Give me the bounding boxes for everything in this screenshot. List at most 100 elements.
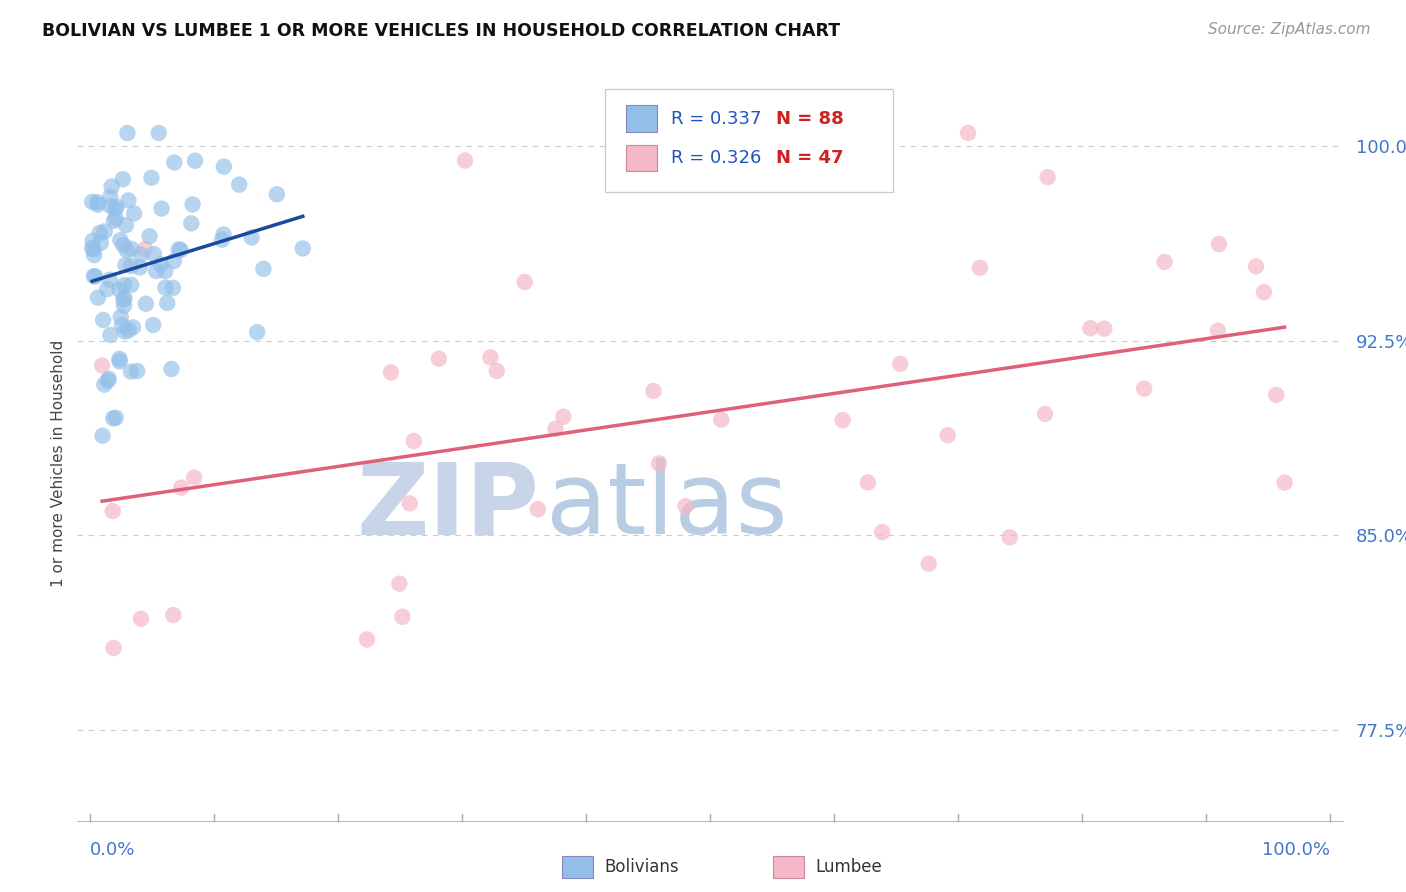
Point bbox=[212, 160, 235, 174]
Point bbox=[114, 291, 136, 305]
Point bbox=[1033, 407, 1056, 421]
Point bbox=[162, 608, 184, 623]
Point bbox=[479, 351, 502, 365]
Point bbox=[98, 273, 121, 287]
Point bbox=[114, 258, 136, 272]
Point bbox=[127, 364, 149, 378]
Point bbox=[1206, 324, 1229, 338]
Text: BOLIVIAN VS LUMBEE 1 OR MORE VEHICLES IN HOUSEHOLD CORRELATION CHART: BOLIVIAN VS LUMBEE 1 OR MORE VEHICLES IN… bbox=[42, 22, 841, 40]
Point bbox=[98, 190, 121, 204]
Point bbox=[104, 211, 127, 226]
Point bbox=[153, 264, 176, 278]
Point bbox=[485, 364, 508, 378]
Y-axis label: 1 or more Vehicles in Household: 1 or more Vehicles in Household bbox=[51, 340, 66, 588]
Point bbox=[675, 499, 697, 513]
Point bbox=[252, 261, 274, 276]
Point bbox=[82, 234, 104, 248]
Point bbox=[114, 325, 136, 339]
Point bbox=[1274, 475, 1296, 490]
Point bbox=[160, 362, 183, 376]
Point bbox=[402, 434, 425, 448]
Point bbox=[120, 277, 142, 292]
Point bbox=[162, 281, 184, 295]
Point bbox=[84, 269, 107, 284]
Point bbox=[1092, 321, 1115, 335]
Point bbox=[98, 328, 121, 343]
Point bbox=[111, 318, 134, 333]
Point bbox=[527, 502, 550, 516]
Point bbox=[112, 298, 135, 312]
Point bbox=[112, 278, 135, 293]
Point bbox=[82, 194, 104, 209]
Point bbox=[142, 247, 165, 261]
Point bbox=[969, 260, 991, 275]
Point bbox=[129, 247, 152, 261]
Point bbox=[141, 170, 163, 185]
Point bbox=[103, 640, 125, 655]
Point bbox=[870, 525, 893, 540]
Point bbox=[149, 257, 172, 271]
Point bbox=[103, 411, 125, 425]
Point bbox=[108, 354, 131, 368]
Point bbox=[180, 216, 202, 230]
Point bbox=[380, 366, 402, 380]
Point bbox=[148, 126, 170, 140]
Point bbox=[97, 372, 120, 386]
Point bbox=[145, 264, 167, 278]
Text: R = 0.326: R = 0.326 bbox=[671, 149, 761, 167]
Point bbox=[117, 323, 139, 337]
Point bbox=[1080, 321, 1102, 335]
Point bbox=[122, 206, 145, 220]
Point bbox=[115, 244, 138, 258]
Point bbox=[1036, 170, 1059, 185]
Point bbox=[83, 243, 105, 257]
Point bbox=[936, 428, 959, 442]
Point bbox=[83, 269, 105, 284]
Point bbox=[167, 243, 190, 257]
Point bbox=[101, 504, 124, 518]
Text: 100.0%: 100.0% bbox=[1263, 841, 1330, 859]
Point bbox=[122, 320, 145, 334]
Point bbox=[643, 384, 665, 398]
Point bbox=[142, 318, 165, 332]
Point bbox=[110, 310, 132, 324]
Point bbox=[291, 242, 314, 256]
Point bbox=[427, 351, 450, 366]
Point bbox=[170, 481, 193, 495]
Point bbox=[87, 291, 110, 305]
Point bbox=[544, 422, 567, 436]
Point bbox=[889, 357, 911, 371]
Point bbox=[108, 351, 131, 366]
Point bbox=[169, 243, 191, 257]
Text: 0.0%: 0.0% bbox=[90, 841, 135, 859]
Point bbox=[181, 197, 204, 211]
Point bbox=[112, 293, 135, 307]
Point bbox=[398, 496, 420, 510]
Point bbox=[93, 377, 115, 392]
Point bbox=[97, 374, 120, 388]
Point bbox=[104, 410, 127, 425]
Point bbox=[134, 242, 156, 256]
Point bbox=[138, 229, 160, 244]
Point bbox=[86, 197, 108, 211]
Point bbox=[957, 126, 980, 140]
Point bbox=[91, 359, 114, 373]
Point bbox=[155, 280, 177, 294]
Point bbox=[100, 179, 122, 194]
Point bbox=[648, 457, 671, 471]
Point bbox=[82, 241, 104, 255]
Point bbox=[90, 235, 112, 250]
Point bbox=[356, 632, 378, 647]
Point bbox=[117, 126, 139, 140]
Point bbox=[211, 233, 233, 247]
Point bbox=[388, 576, 411, 591]
Point bbox=[108, 283, 131, 297]
Point bbox=[103, 214, 125, 228]
Point bbox=[918, 557, 941, 571]
Point bbox=[115, 218, 138, 232]
Point bbox=[150, 202, 173, 216]
Point bbox=[156, 296, 179, 310]
Point bbox=[110, 233, 132, 247]
Point bbox=[93, 224, 115, 238]
Point bbox=[86, 195, 108, 210]
